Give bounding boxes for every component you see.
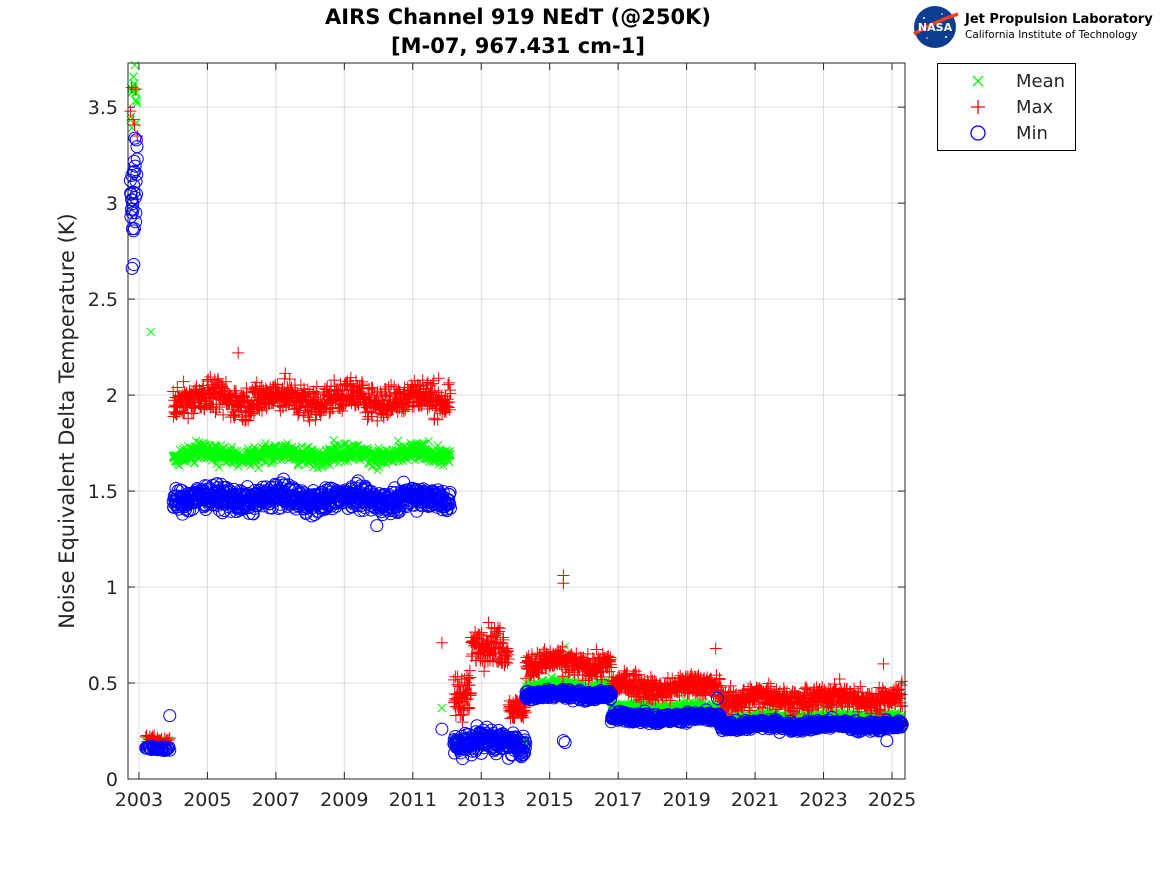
max-point	[762, 677, 775, 690]
mean-point	[132, 98, 142, 108]
mean-point	[333, 440, 343, 450]
max-point	[232, 346, 245, 359]
max-point	[444, 387, 457, 400]
mean-point	[393, 436, 403, 446]
max-point	[303, 414, 316, 427]
max-point	[177, 375, 190, 388]
max-point	[148, 729, 161, 742]
mean-point	[444, 450, 454, 460]
mean-point	[446, 450, 455, 459]
max-point	[709, 642, 722, 655]
max-point	[187, 407, 200, 420]
max-point	[482, 616, 495, 629]
max-point	[442, 378, 455, 391]
max-point	[171, 381, 184, 394]
max-point	[443, 376, 456, 389]
mean-point	[445, 447, 455, 456]
max-point	[426, 377, 439, 390]
min-point	[130, 140, 144, 154]
max-point	[127, 113, 140, 126]
mean-point	[445, 457, 454, 467]
max-point	[460, 669, 473, 682]
max-point	[456, 716, 469, 729]
mean-point	[130, 60, 140, 70]
max-point	[435, 636, 448, 649]
mean-point	[437, 703, 447, 713]
max-point	[877, 657, 890, 670]
mean-point	[353, 440, 363, 450]
mean-point	[254, 463, 263, 473]
mean-point	[374, 462, 384, 472]
mean-point	[373, 465, 382, 475]
max-point	[432, 372, 445, 385]
mean-point	[210, 442, 220, 451]
max-point	[428, 412, 441, 425]
max-point	[128, 119, 141, 132]
max-point	[493, 622, 506, 635]
max-point	[129, 83, 142, 96]
mean-point	[146, 327, 156, 337]
data-points	[123, 60, 909, 766]
min-point	[130, 152, 144, 166]
mean-point	[132, 96, 142, 106]
mean-point	[424, 436, 433, 446]
